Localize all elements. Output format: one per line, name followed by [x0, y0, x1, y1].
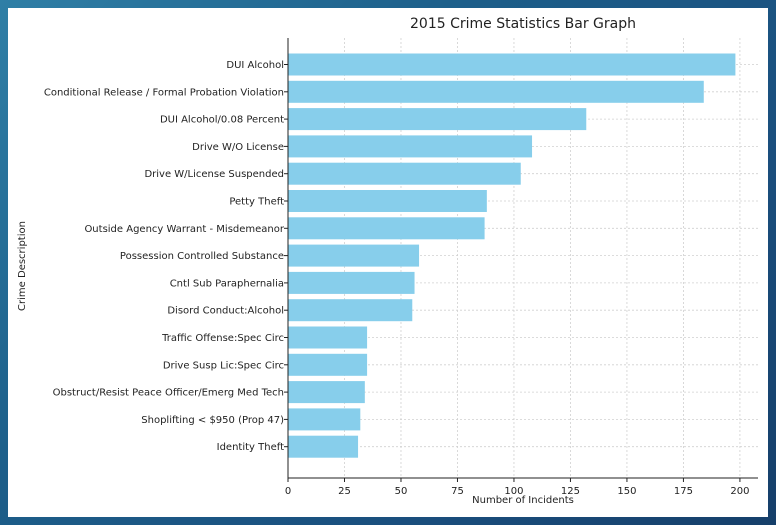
category-label: Disord Conduct:Alcohol [167, 306, 284, 317]
category-label: Identity Theft [217, 442, 284, 453]
category-label: Drive W/O License [192, 142, 284, 153]
category-labels: DUI Alcohol Conditional Release / Formal … [44, 60, 288, 453]
category-label: Cntl Sub Paraphernalia [170, 278, 284, 289]
category-label: Traffic Offense:Spec Circ [161, 333, 284, 344]
bar [288, 408, 361, 431]
bar [288, 80, 704, 103]
bar [288, 381, 365, 404]
x-tick-label: 0 [285, 486, 291, 497]
category-label: DUI Alcohol [226, 60, 284, 71]
bar [288, 135, 533, 158]
category-label: Outside Agency Warrant - Misdemeanor [84, 224, 284, 235]
x-tick-label: 100 [504, 486, 523, 497]
category-label: Obstruct/Resist Peace Officer/Emerg Med … [53, 388, 284, 399]
bar [288, 271, 415, 294]
x-tick-label: 200 [730, 486, 749, 497]
category-label: Drive Susp Lic:Spec Circ [163, 360, 284, 371]
bar [288, 353, 368, 376]
category-label: Possession Controlled Substance [120, 251, 284, 262]
bar [288, 190, 487, 212]
chart-frame: 2015 Crime Statistics Bar Graph DUI Alco… [8, 8, 768, 517]
bar [288, 217, 485, 240]
x-tick-label: 25 [338, 486, 351, 497]
category-label: Conditional Release / Formal Probation V… [44, 87, 284, 98]
bar [288, 53, 736, 76]
x-tick-label: 75 [451, 486, 464, 497]
bar [288, 435, 359, 458]
x-tick-label: 50 [395, 486, 408, 497]
chart-title: 2015 Crime Statistics Bar Graph [410, 16, 636, 32]
category-label: Petty Theft [229, 197, 284, 208]
y-axis-label: Crime Description [17, 221, 28, 311]
category-label: Drive W/License Suspended [144, 169, 284, 180]
x-axis-label: Number of Incidents [472, 495, 574, 506]
bars [288, 53, 736, 458]
bar [288, 326, 368, 349]
bar-chart: 2015 Crime Statistics Bar Graph DUI Alco… [17, 16, 758, 506]
x-tick-labels: 0 25 50 75 100 125 150 175 200 [285, 486, 750, 497]
bar [288, 299, 413, 322]
x-tick-label: 150 [617, 486, 636, 497]
x-tick-label: 175 [674, 486, 693, 497]
bar [288, 108, 587, 131]
category-label: Shoplifting < $950 (Prop 47) [141, 415, 284, 426]
bar [288, 244, 420, 267]
category-label: DUI Alcohol/0.08 Percent [160, 115, 284, 126]
x-tick-label: 125 [561, 486, 580, 497]
bar [288, 162, 521, 185]
